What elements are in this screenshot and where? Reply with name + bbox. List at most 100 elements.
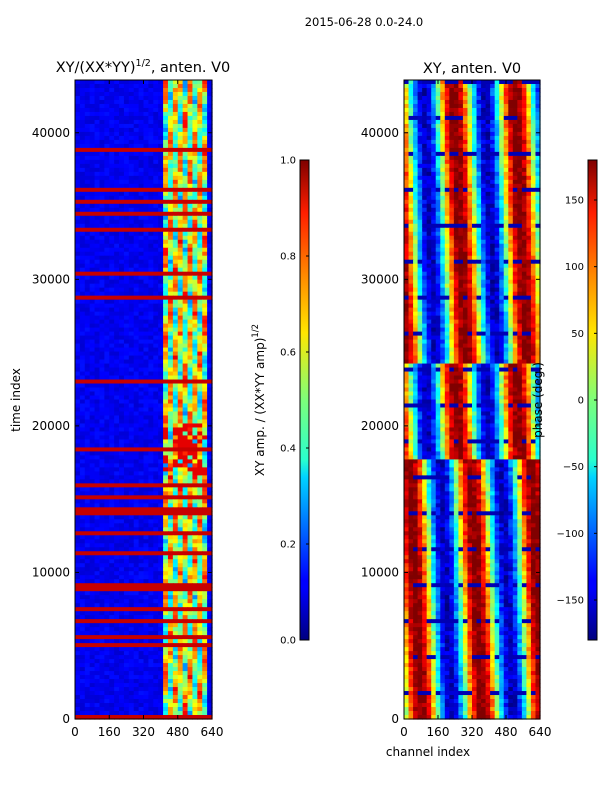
heatmap-cell: [153, 535, 159, 540]
heatmap-cell: [187, 91, 194, 97]
heatmap-cell: [197, 639, 203, 644]
heatmap-cell: [128, 283, 135, 289]
heatmap-cell: [104, 135, 110, 141]
heatmap-cell: [172, 391, 179, 397]
heatmap-cell: [138, 367, 145, 373]
heatmap-cell: [114, 571, 120, 576]
heatmap-cell: [413, 99, 419, 105]
heatmap-cell: [153, 95, 159, 101]
heatmap-cell: [197, 80, 203, 85]
heatmap-cell: [153, 275, 159, 281]
heatmap-cell: [128, 459, 135, 464]
heatmap-cell: [187, 195, 194, 201]
heatmap-cell: [202, 199, 208, 205]
heatmap-cell: [177, 675, 184, 680]
heatmap-cell: [207, 319, 213, 325]
heatmap-cell: [109, 559, 115, 564]
heatmap-cell: [182, 199, 189, 205]
heatmap-cell: [99, 195, 105, 201]
heatmap-cell: [197, 99, 203, 105]
heatmap-cell: [182, 287, 189, 293]
heatmap-cell: [133, 339, 140, 345]
heatmap-cell: [202, 207, 208, 213]
heatmap-cell: [128, 467, 135, 472]
heatmap-cell: [148, 519, 154, 524]
heatmap-cell: [148, 155, 154, 161]
heatmap-cell: [172, 415, 179, 421]
heatmap-cell: [94, 431, 101, 437]
heatmap-cell: [79, 195, 86, 201]
heatmap-cell: [148, 319, 154, 325]
heatmap-cell: [404, 119, 410, 125]
heatmap-cell: [187, 223, 194, 229]
heatmap-cell: [79, 299, 86, 305]
heatmap-cell: [128, 631, 135, 636]
heatmap-cell: [202, 711, 208, 716]
heatmap-cell: [119, 287, 125, 293]
heatmap-cell: [187, 411, 194, 417]
heatmap-cell: [104, 187, 110, 193]
heatmap-cell: [444, 127, 450, 133]
heatmap-cell: [114, 103, 120, 109]
heatmap-cell: [197, 615, 203, 620]
heatmap-cell: [417, 91, 423, 97]
heatmap-cell: [172, 247, 179, 253]
heatmap-cell: [197, 259, 203, 265]
heatmap-cell: [89, 371, 96, 377]
heatmap-cell: [467, 103, 473, 109]
heatmap-cell: [431, 87, 437, 93]
heatmap-cell: [138, 111, 145, 117]
heatmap-cell: [167, 543, 174, 548]
heatmap-cell: [462, 87, 469, 93]
heatmap-cell: [153, 179, 159, 185]
heatmap-cell: [167, 91, 174, 97]
heatmap-cell: [197, 191, 203, 197]
heatmap-cell: [123, 163, 130, 169]
heatmap-cell: [163, 155, 169, 161]
heatmap-cell: [114, 667, 120, 672]
heatmap-cell: [163, 511, 169, 516]
heatmap-cell: [535, 127, 541, 133]
y-tick-label: 40000: [32, 126, 70, 140]
heatmap-cell: [535, 135, 541, 141]
heatmap-cell: [84, 151, 91, 157]
heatmap-cell: [444, 115, 450, 121]
heatmap-cell: [187, 267, 194, 273]
heatmap-cell: [109, 283, 115, 289]
heatmap-cell: [187, 579, 194, 584]
heatmap-cell: [207, 199, 213, 205]
heatmap-cell: [521, 99, 527, 105]
heatmap-cell: [133, 279, 140, 285]
heatmap-cell: [104, 247, 110, 253]
heatmap-cell: [177, 455, 184, 460]
heatmap-cell: [89, 523, 96, 528]
heatmap-cell: [172, 583, 179, 588]
heatmap-cell: [75, 623, 81, 628]
heatmap-cell: [192, 215, 198, 221]
heatmap-cell: [148, 119, 154, 125]
heatmap-cell: [99, 259, 105, 265]
heatmap-cell: [163, 407, 169, 413]
heatmap-cell: [422, 123, 428, 129]
heatmap-cell: [158, 599, 164, 604]
heatmap-cell: [75, 619, 81, 624]
heatmap-cell: [84, 243, 91, 249]
heatmap-cell: [153, 319, 159, 325]
heatmap-cell: [84, 239, 91, 245]
heatmap-cell: [158, 107, 164, 113]
heatmap-cell: [99, 331, 105, 337]
heatmap-cell: [530, 99, 537, 105]
heatmap-cell: [128, 495, 135, 500]
heatmap-cell: [133, 227, 140, 233]
heatmap-cell: [530, 123, 537, 129]
heatmap-cell: [75, 403, 81, 409]
heatmap-cell: [521, 91, 527, 97]
heatmap-cell: [138, 179, 145, 185]
heatmap-cell: [172, 655, 179, 660]
heatmap-cell: [197, 407, 203, 413]
heatmap-cell: [148, 543, 154, 548]
heatmap-cell: [143, 635, 149, 640]
heatmap-cell: [84, 287, 91, 293]
heatmap-cell: [158, 615, 164, 620]
heatmap-cell: [84, 131, 91, 137]
